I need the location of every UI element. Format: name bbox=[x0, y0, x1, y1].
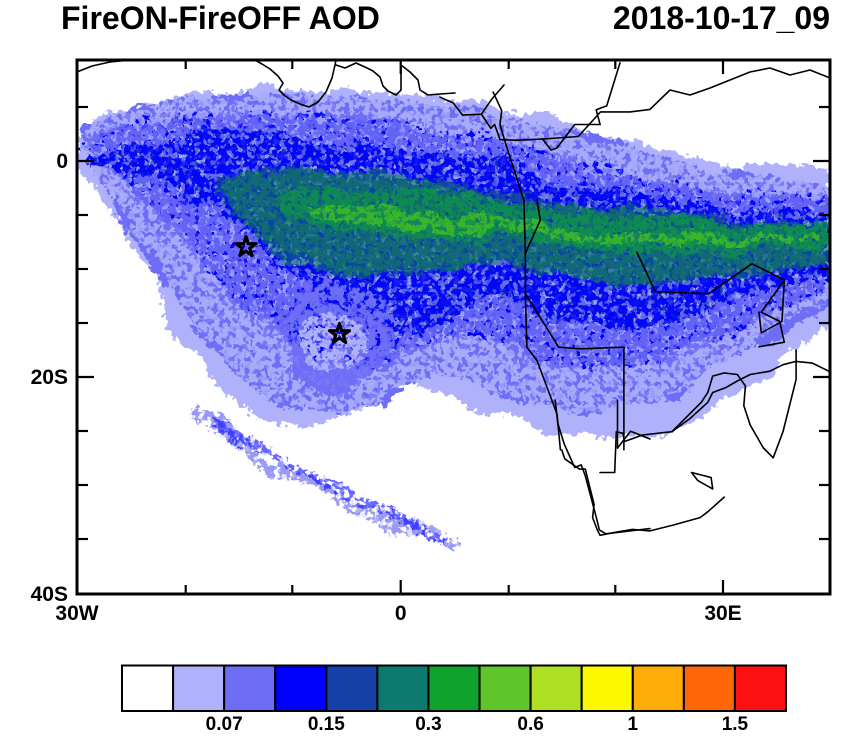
svg-text:2018-10-17_09: 2018-10-17_09 bbox=[613, 0, 830, 36]
svg-text:1: 1 bbox=[627, 714, 638, 735]
svg-text:FireON-FireOFF AOD: FireON-FireOFF AOD bbox=[61, 0, 380, 36]
svg-text:0.07: 0.07 bbox=[206, 714, 243, 735]
svg-text:30E: 30E bbox=[704, 602, 741, 625]
svg-text:1.5: 1.5 bbox=[722, 714, 749, 735]
svg-text:0.3: 0.3 bbox=[415, 714, 441, 735]
svg-text:0: 0 bbox=[56, 150, 68, 173]
svg-text:20S: 20S bbox=[31, 366, 68, 389]
svg-text:0.15: 0.15 bbox=[308, 714, 345, 735]
svg-text:40S: 40S bbox=[31, 583, 68, 606]
svg-text:0.6: 0.6 bbox=[517, 714, 543, 735]
svg-text:0: 0 bbox=[395, 602, 407, 625]
